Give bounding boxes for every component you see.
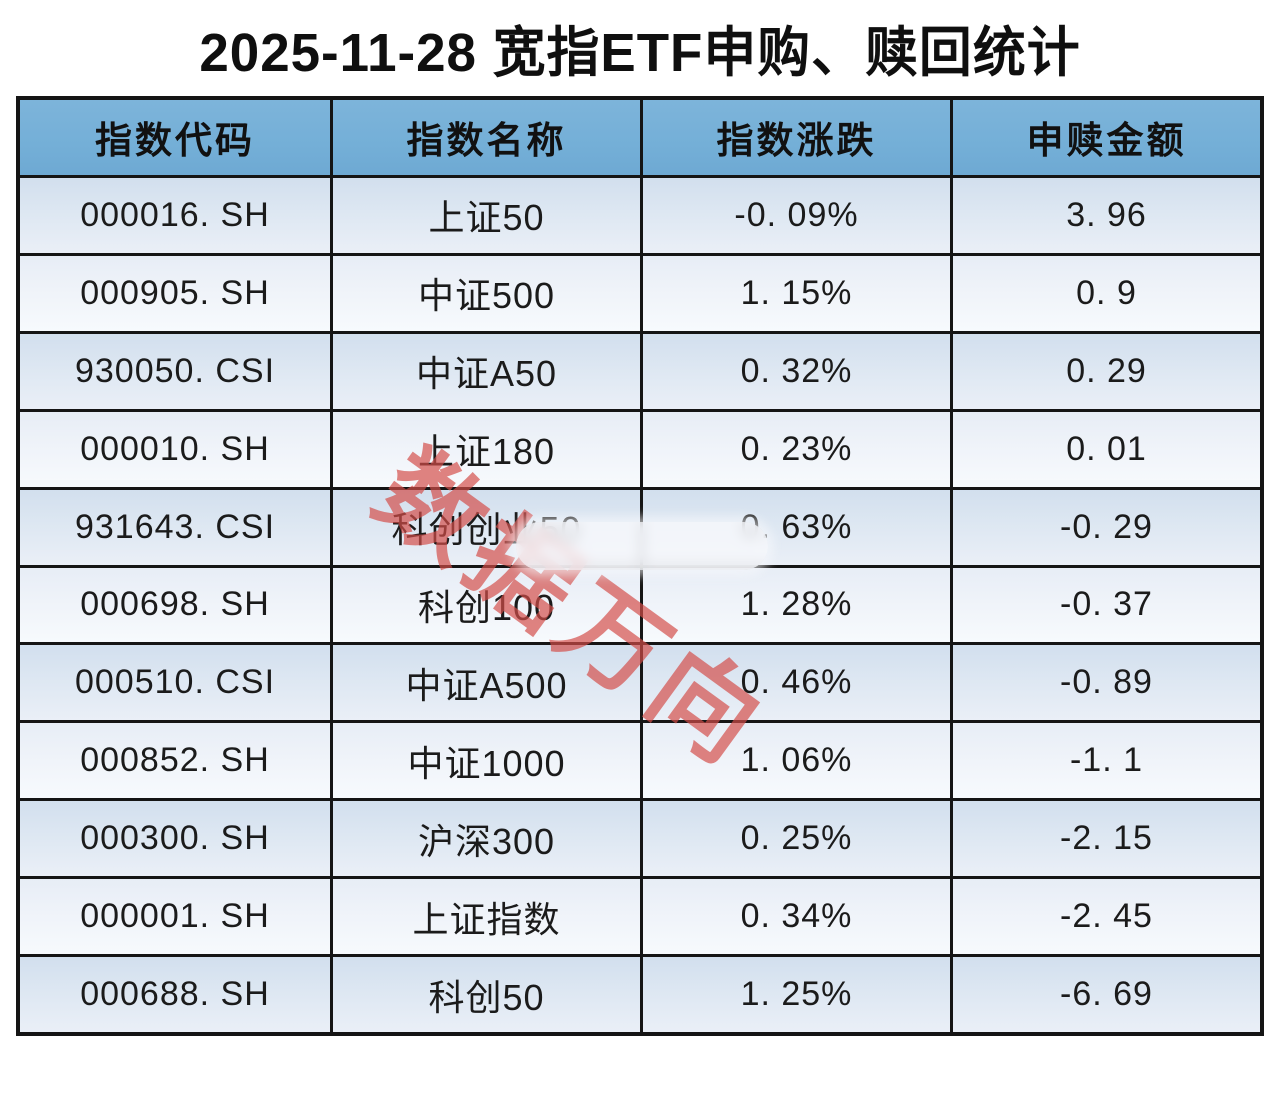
cell-net-amount: 3. 96 — [950, 177, 1260, 253]
table-row: 000905. SH 中证500 1. 15% 0. 9 — [20, 252, 1260, 331]
cell-net-amount: -6. 69 — [950, 957, 1260, 1033]
cell-index-change: 0. 25% — [640, 801, 950, 877]
cell-index-change: 0. 34% — [640, 879, 950, 955]
column-header-net-amount: 申赎金额 — [950, 100, 1260, 175]
cell-net-amount: -2. 45 — [950, 879, 1260, 955]
cell-index-code: 000688. SH — [20, 957, 330, 1033]
column-header-index-change: 指数涨跌 — [640, 100, 950, 175]
cell-index-name: 上证180 — [330, 411, 640, 487]
cell-index-code: 000510. CSI — [20, 645, 330, 721]
table-row: 000510. CSI 中证A500 0. 46% -0. 89 — [20, 642, 1260, 721]
table-row: 931643. CSI 科创创业50 0. 63% -0. 29 — [20, 486, 1260, 565]
cell-index-name: 沪深300 — [330, 801, 640, 877]
cell-net-amount: 0. 9 — [950, 255, 1260, 331]
table-row: 930050. CSI 中证A50 0. 32% 0. 29 — [20, 330, 1260, 409]
table-row: 000688. SH 科创50 1. 25% -6. 69 — [20, 954, 1260, 1033]
cell-index-name: 科创50 — [330, 957, 640, 1033]
cell-index-code: 931643. CSI — [20, 489, 330, 565]
cell-index-code: 000016. SH — [20, 177, 330, 253]
cell-index-name: 中证1000 — [330, 723, 640, 799]
cell-net-amount: 0. 01 — [950, 411, 1260, 487]
cell-index-name: 中证A500 — [330, 645, 640, 721]
table-row: 000852. SH 中证1000 1. 06% -1. 1 — [20, 720, 1260, 799]
cell-index-code: 000300. SH — [20, 801, 330, 877]
cell-index-code: 000010. SH — [20, 411, 330, 487]
table-row: 000300. SH 沪深300 0. 25% -2. 15 — [20, 798, 1260, 877]
cell-index-change: -0. 09% — [640, 177, 950, 253]
table-row: 000001. SH 上证指数 0. 34% -2. 45 — [20, 876, 1260, 955]
page-title: 2025-11-28 宽指ETF申购、赎回统计 — [199, 23, 1081, 83]
cell-index-change: 1. 25% — [640, 957, 950, 1033]
table-row: 000010. SH 上证180 0. 23% 0. 01 — [20, 408, 1260, 487]
cell-index-code: 930050. CSI — [20, 333, 330, 409]
cell-index-code: 000905. SH — [20, 255, 330, 331]
table-row: 000698. SH 科创100 1. 28% -0. 37 — [20, 564, 1260, 643]
cell-index-name: 上证50 — [330, 177, 640, 253]
cell-net-amount: 0. 29 — [950, 333, 1260, 409]
column-header-index-code: 指数代码 — [20, 100, 330, 175]
cell-index-change: 1. 06% — [640, 723, 950, 799]
cell-index-code: 000698. SH — [20, 567, 330, 643]
etf-flow-table: 指数代码 指数名称 指数涨跌 申赎金额 000016. SH 上证50 -0. 09… — [16, 96, 1264, 1036]
cell-index-name: 中证A50 — [330, 333, 640, 409]
cell-index-change: 1. 28% — [640, 567, 950, 643]
cell-index-name: 科创100 — [330, 567, 640, 643]
cell-index-code: 000001. SH — [20, 879, 330, 955]
cell-index-code: 000852. SH — [20, 723, 330, 799]
cell-index-change: 0. 23% — [640, 411, 950, 487]
cell-index-change: 0. 46% — [640, 645, 950, 721]
cell-net-amount: -0. 89 — [950, 645, 1260, 721]
cell-net-amount: -2. 15 — [950, 801, 1260, 877]
cell-index-name: 科创创业50 — [330, 489, 640, 565]
cell-net-amount: -1. 1 — [950, 723, 1260, 799]
cell-index-name: 上证指数 — [330, 879, 640, 955]
column-header-index-name: 指数名称 — [330, 100, 640, 175]
table-header-row: 指数代码 指数名称 指数涨跌 申赎金额 — [20, 100, 1260, 175]
table-row: 000016. SH 上证50 -0. 09% 3. 96 — [20, 174, 1260, 253]
cell-net-amount: -0. 29 — [950, 489, 1260, 565]
cell-index-change: 1. 15% — [640, 255, 950, 331]
cell-net-amount: -0. 37 — [950, 567, 1260, 643]
cell-index-change: 0. 32% — [640, 333, 950, 409]
cell-index-change: 0. 63% — [640, 489, 950, 565]
cell-index-name: 中证500 — [330, 255, 640, 331]
